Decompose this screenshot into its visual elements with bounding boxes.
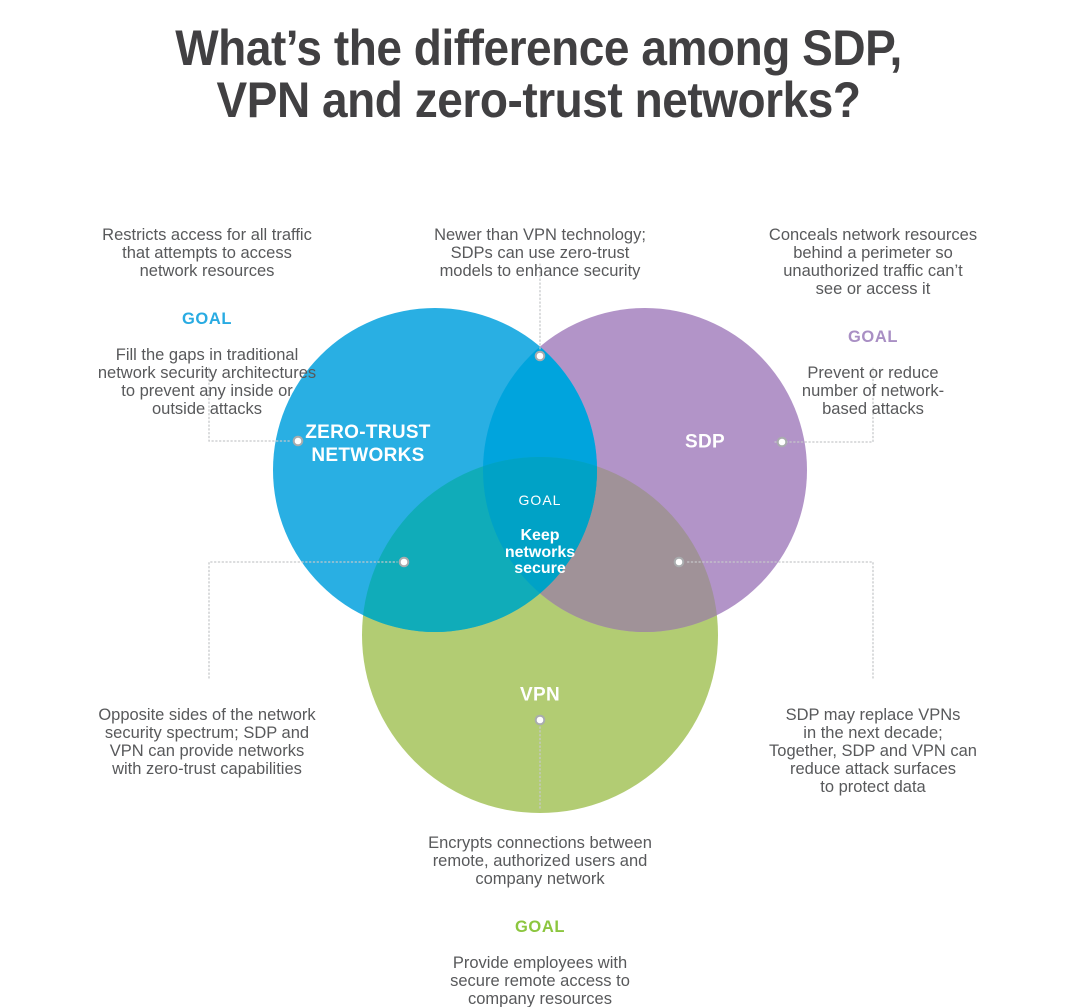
marker-dot-sdp-vpn xyxy=(673,556,685,568)
annotation-vpn: Encrypts connections between remote, aut… xyxy=(375,816,705,1007)
page-title-line1: What’s the difference among SDP, xyxy=(175,20,902,76)
page-title-line2: VPN and zero-trust networks? xyxy=(216,72,861,128)
annotation-sdp-goal: Prevent or reduce number of network- bas… xyxy=(801,364,945,418)
leader-line-zero-trust-vpn xyxy=(208,561,398,679)
annotation-zero-trust: Restricts access for all traffic that at… xyxy=(42,208,372,436)
center-goal-text: Keep networks secure xyxy=(504,527,576,577)
label-vpn: VPN xyxy=(520,684,560,706)
leader-line-zero-trust xyxy=(208,367,292,442)
goal-label-vpn: GOAL xyxy=(514,918,566,936)
annotation-vpn-goal: Provide employees with secure remote acc… xyxy=(450,954,630,1007)
label-zero-trust-networks: ZERO-TRUST NETWORKS xyxy=(305,422,431,466)
overlap-sdp-vpn xyxy=(483,457,718,632)
annotation-zero-trust-goal: Fill the gaps in traditional network sec… xyxy=(97,346,317,418)
annotation-sdp: Conceals network resources behind a peri… xyxy=(708,208,1038,436)
annotation-vpn-desc: Encrypts connections between remote, aut… xyxy=(428,834,652,888)
annotation-zero-trust-vpn-text: Opposite sides of the network security s… xyxy=(98,706,316,778)
center-goal-label: GOAL xyxy=(518,492,562,508)
marker-dot-zero-trust-vpn xyxy=(398,556,410,568)
leader-line-sdp xyxy=(774,367,874,443)
annotation-zero-trust-desc: Restricts access for all traffic that at… xyxy=(102,226,312,280)
overlap-zero-trust-vpn xyxy=(362,457,597,632)
marker-dot-vpn xyxy=(534,714,546,726)
goal-label-zero-trust: GOAL xyxy=(181,310,233,328)
label-sdp: SDP xyxy=(685,431,725,453)
marker-dot-zero-trust-sdp xyxy=(534,350,546,362)
marker-dot-zero-trust xyxy=(292,435,304,447)
page-title: What’s the difference among SDP, VPN and… xyxy=(43,22,1034,126)
annotation-sdp-vpn: SDP may replace VPNs in the next decade;… xyxy=(708,688,1038,814)
annotation-zero-trust-sdp: Newer than VPN technology; SDPs can use … xyxy=(375,208,705,298)
annotation-sdp-vpn-text: SDP may replace VPNs in the next decade;… xyxy=(769,706,977,796)
marker-dot-sdp xyxy=(776,436,788,448)
leader-line-sdp-vpn xyxy=(685,561,874,679)
annotation-sdp-desc: Conceals network resources behind a peri… xyxy=(768,226,978,298)
annotation-zero-trust-sdp-text: Newer than VPN technology; SDPs can use … xyxy=(434,226,646,280)
center-goal: GOAL Keep networks secure xyxy=(505,474,575,596)
goal-label-sdp: GOAL xyxy=(847,328,899,346)
annotation-zero-trust-vpn: Opposite sides of the network security s… xyxy=(42,688,372,796)
